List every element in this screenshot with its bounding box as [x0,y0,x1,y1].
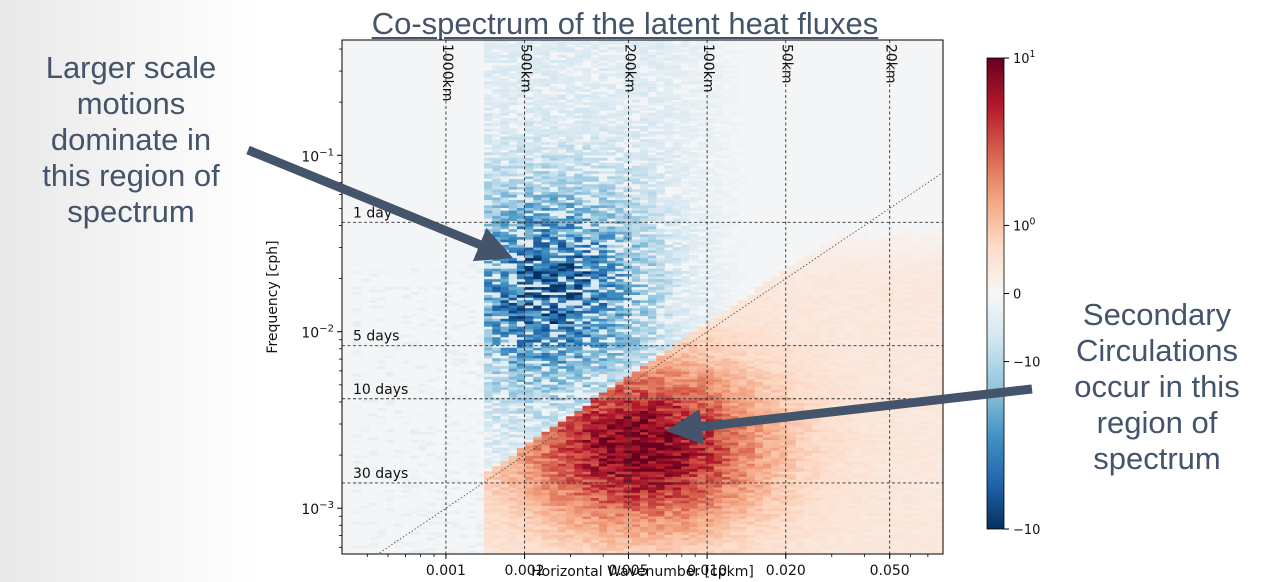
arrow-left [246,145,513,262]
period-label: 10 days [353,382,408,398]
callout-left-text: Larger scale motions dominate in this re… [42,50,220,229]
diagonal-line [377,171,943,554]
plot-frame [341,39,944,555]
wavelength-label: 1000km [439,44,455,101]
y-tick-label: 10−3 [301,500,334,518]
colorbar-tick-label: −10 [1013,523,1040,538]
slide-left-shade [0,0,262,582]
wavelength-label: 20km [883,44,899,84]
period-label: 30 days [353,466,408,482]
x-axis-label: Horizontal Wavenumber [cpkm] [531,564,754,580]
x-tick-label: 0.002 [505,563,545,579]
y-axis-label: Frequency [cph] [265,240,281,353]
callout-right-text: Secondary Circulations occur in this reg… [1074,297,1240,476]
colorbar-tick-label: 101 [1013,49,1036,67]
wavelength-label: 50km [779,44,795,84]
wavelength-label: 500km [518,44,534,92]
period-label: 5 days [353,329,399,345]
colorbar-tick-label: 100 [1013,216,1036,234]
colorbar-tick-label: −10 [1013,356,1040,371]
y-tick-label: 10−1 [301,147,334,165]
x-tick-label: 0.001 [426,563,466,579]
x-tick-label: 0.010 [687,563,727,579]
slide-title: Co-spectrum of the latent heat fluxes [371,6,879,41]
wavelength-label: 200km [621,44,637,92]
x-tick-label: 0.020 [766,563,806,579]
y-tick-label: 10−2 [301,324,334,342]
colorbar [986,57,1005,530]
wavelength-label: 100km [700,44,716,92]
arrow-right [665,384,1033,445]
x-tick-label: 0.050 [870,563,910,579]
colorbar-tick-label: 0 [1013,288,1021,303]
x-tick-label: 0.005 [608,563,648,579]
